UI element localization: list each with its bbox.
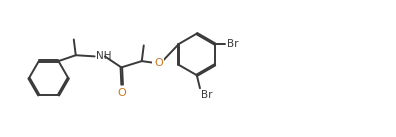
Text: O: O — [118, 88, 126, 98]
Text: Br: Br — [201, 90, 213, 100]
Text: NH: NH — [96, 51, 111, 61]
Text: O: O — [154, 58, 163, 68]
Text: Br: Br — [227, 39, 238, 49]
